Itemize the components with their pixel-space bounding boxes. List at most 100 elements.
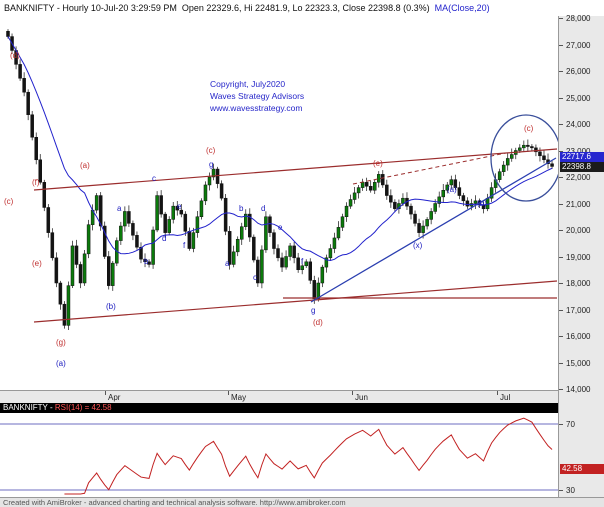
price-axis-tick bbox=[559, 18, 563, 19]
rsi-title-indicator: RSI(14) = 42.58 bbox=[54, 403, 112, 412]
price-axis-tick-label: 21,000 bbox=[566, 199, 591, 209]
ma-price-label: 22717.6 bbox=[560, 152, 604, 162]
annotation-line bbox=[33, 148, 558, 191]
rsi-axis-tick bbox=[559, 424, 563, 425]
candlestick-chart[interactable]: (d) (c) (f) (e) (g) (a) (b) (a) a b c d e f g (c) a b c d e f… bbox=[0, 16, 558, 390]
watermark-line-2: Waves Strategy Advisors bbox=[210, 91, 305, 101]
wave-label: a bbox=[225, 259, 230, 268]
ma-20-line bbox=[7, 36, 553, 261]
chart-title-symbol: BANKNIFTY - Hourly 10-Jul-20 3:29:59 PM bbox=[4, 3, 177, 13]
wave-label: g bbox=[311, 306, 315, 315]
watermark-line-1: Copyright, July2020 bbox=[210, 79, 286, 89]
wave-label: d bbox=[261, 204, 265, 213]
price-axis-tick bbox=[559, 309, 563, 311]
time-axis-tick bbox=[497, 391, 498, 395]
price-axis-tick-label: 28,000 bbox=[566, 14, 591, 23]
wave-label: e bbox=[177, 202, 182, 211]
rsi-title-separator: - bbox=[47, 403, 55, 412]
price-axis-tick-label: 24,000 bbox=[566, 120, 591, 129]
time-axis-month-label: May bbox=[231, 393, 247, 402]
main-chart-panel[interactable]: Copyright, July2020 Waves Strategy Advis… bbox=[0, 16, 558, 390]
rsi-panel-title-bar: BANKNIFTY - RSI(14) = 42.58 bbox=[0, 403, 558, 413]
price-axis-tick-label: 23,000 bbox=[566, 146, 591, 156]
wave-label: (b) bbox=[477, 199, 487, 208]
price-axis-tick-label: 22,000 bbox=[566, 173, 591, 182]
wave-label: c bbox=[253, 273, 257, 282]
wave-labels: (d) (c) (f) (e) (g) (a) (b) (a) a b c d e f g (c) a b c d e f… bbox=[4, 51, 534, 368]
trend-lines bbox=[33, 148, 558, 323]
rsi-axis-tick-label: 30 bbox=[566, 486, 575, 495]
price-axis-tick bbox=[559, 336, 563, 337]
chart-title-ma-label: MA(Close,20) bbox=[434, 3, 490, 13]
wave-label: (b) bbox=[106, 302, 116, 311]
annotation-line bbox=[310, 157, 557, 303]
price-axis-tick bbox=[559, 124, 563, 125]
wave-label: a bbox=[117, 204, 122, 213]
rsi-chart[interactable] bbox=[0, 413, 558, 497]
wave-label: (e) bbox=[373, 159, 383, 168]
price-axis-tick bbox=[559, 44, 563, 46]
wave-label: (e) bbox=[32, 259, 42, 268]
price-axis[interactable]: 22717.6 22398.8 42.58 28,000 27,000 26,000… bbox=[558, 14, 604, 497]
wave-label: b bbox=[239, 204, 244, 213]
price-axis-tick-label: 17,000 bbox=[566, 305, 591, 315]
wave-label: (f) bbox=[32, 178, 40, 187]
wave-label: (d) bbox=[313, 318, 323, 327]
wave-label: f bbox=[183, 241, 186, 250]
price-axis-tick bbox=[559, 71, 563, 72]
price-axis-tick bbox=[559, 97, 563, 99]
price-axis-tick-label: 14,000 bbox=[566, 385, 591, 394]
rsi-panel[interactable] bbox=[0, 413, 558, 498]
time-axis-month-label: Jul bbox=[500, 393, 511, 402]
price-axis-tick bbox=[559, 203, 563, 205]
wave-label: e bbox=[278, 223, 283, 232]
price-axis-tick-label: 26,000 bbox=[566, 67, 591, 76]
rsi-value-label: 42.58 bbox=[560, 464, 604, 474]
price-axis-tick bbox=[559, 256, 563, 258]
highlight-ellipse bbox=[490, 114, 558, 202]
annotation-line bbox=[33, 280, 558, 323]
wave-label: g bbox=[209, 160, 213, 169]
candles bbox=[6, 29, 554, 331]
price-axis-tick-label: 16,000 bbox=[566, 332, 591, 341]
rsi-title-symbol: BANKNIFTY bbox=[3, 403, 48, 412]
watermark-line-3: www.wavesstrategy.com bbox=[210, 103, 303, 113]
time-axis-tick bbox=[352, 391, 353, 395]
annotation-line bbox=[352, 152, 507, 185]
price-axis-tick-label: 15,000 bbox=[566, 358, 591, 368]
status-bar: Created with AmiBroker - advanced charti… bbox=[0, 497, 604, 507]
price-axis-tick bbox=[559, 230, 563, 231]
time-axis[interactable]: Apr May Jun Jul bbox=[0, 390, 558, 403]
wave-label: b bbox=[144, 257, 149, 266]
chart-title-ohlc: Open 22329.6, Hi 22481.9, Lo 22323.3, Cl… bbox=[181, 3, 430, 13]
time-axis-month-label: Apr bbox=[108, 393, 121, 402]
price-axis-tick bbox=[559, 362, 563, 364]
wave-label: (a) bbox=[56, 359, 66, 368]
price-axis-tick-label: 27,000 bbox=[566, 40, 591, 50]
price-axis-tick-label: 20,000 bbox=[566, 226, 591, 235]
price-axis-tick-label: 25,000 bbox=[566, 93, 591, 103]
time-axis-tick bbox=[228, 391, 229, 395]
wave-label: (c) bbox=[524, 124, 534, 133]
price-axis-tick-label: 18,000 bbox=[566, 279, 591, 288]
price-axis-tick bbox=[559, 150, 563, 152]
wave-label: (g) bbox=[56, 338, 66, 347]
wave-label: (d) bbox=[10, 51, 20, 60]
last-price-label: 22398.8 bbox=[560, 162, 604, 172]
wave-label: (a) bbox=[80, 161, 90, 170]
wave-label: d bbox=[162, 234, 166, 243]
wave-label: c bbox=[152, 174, 156, 183]
watermark: Copyright, July2020 Waves Strategy Advis… bbox=[210, 78, 304, 114]
time-axis-month-label: Jun bbox=[355, 393, 368, 402]
rsi-line bbox=[64, 417, 553, 495]
wave-label: (c) bbox=[4, 197, 14, 206]
wave-label: (x) bbox=[413, 241, 423, 250]
wave-label: f bbox=[301, 257, 304, 266]
price-axis-tick-label: 19,000 bbox=[566, 252, 591, 262]
rsi-axis-tick-label: 70 bbox=[566, 420, 575, 429]
price-axis-tick bbox=[559, 283, 563, 284]
rsi-axis-tick bbox=[559, 490, 563, 491]
price-axis-tick bbox=[559, 177, 563, 178]
wave-label: (c) bbox=[206, 146, 216, 155]
